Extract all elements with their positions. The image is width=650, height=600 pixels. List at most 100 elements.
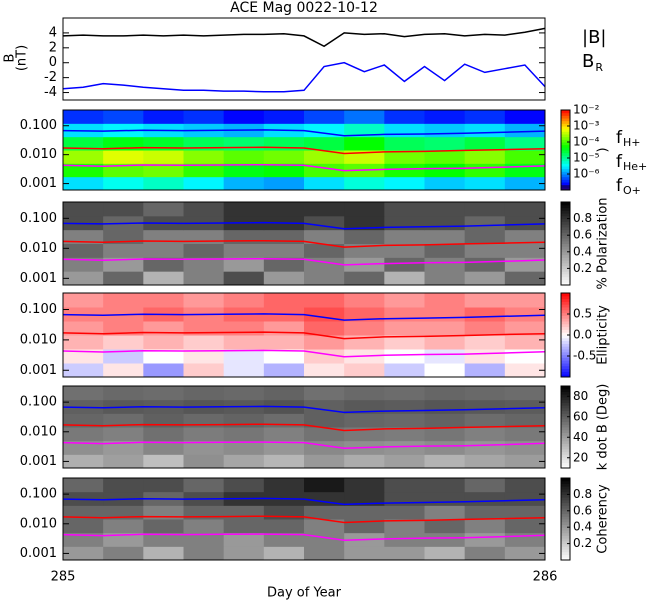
heatmap-cell [304, 519, 345, 534]
colorbar-segment [561, 226, 570, 231]
legend-label: f [616, 128, 623, 148]
heatmap-cell [344, 546, 385, 561]
heatmap-cell [424, 519, 466, 534]
heatmap-cell [384, 293, 425, 308]
y-tick-label: 0.001 [20, 363, 57, 378]
colorbar-segment [561, 454, 570, 458]
colorbar-segment [561, 410, 570, 414]
heatmap-cell [263, 478, 305, 493]
heatmap-cell [464, 123, 506, 138]
heatmap-cell [304, 399, 345, 414]
colorbar-segment [561, 323, 570, 328]
heatmap-cell [304, 293, 345, 308]
heatmap-cell [344, 386, 385, 401]
colorbar-segment [561, 179, 570, 183]
colorbar-segment [561, 443, 570, 447]
heatmap-cell [223, 335, 265, 350]
heatmap-cell [223, 505, 265, 520]
colorbar-segment [561, 307, 570, 311]
heatmap-cell [464, 519, 506, 534]
colorbar-segment [561, 508, 570, 512]
colorbar-segment [561, 312, 570, 316]
heatmap-cell [103, 427, 144, 442]
colorbar-segment [561, 494, 570, 498]
heatmap-cell [504, 427, 546, 442]
heatmap-cell [63, 386, 104, 401]
heatmap-cell [504, 243, 546, 258]
heatmap-cell [263, 454, 305, 469]
heatmap-cell [424, 243, 466, 258]
colorbar-segment [561, 128, 570, 132]
colorbar-segment [561, 396, 570, 401]
heatmap-cell [424, 363, 466, 378]
panel-frame [62, 292, 546, 378]
y-tick-label: 0.100 [20, 211, 57, 226]
colorbar-segment [561, 279, 570, 283]
heatmap-cell [223, 440, 265, 455]
heatmap-cell [143, 427, 184, 442]
heatmap-cell [384, 505, 425, 520]
colorbar-segment [561, 202, 570, 206]
heatmap-cell [344, 215, 385, 231]
legend-subscript: R [595, 61, 603, 74]
heatmap-cell [424, 386, 466, 401]
colorbar-segment [561, 459, 570, 464]
heatmap-cell [263, 293, 305, 308]
colorbar-segment [561, 371, 570, 375]
heatmap-cell [304, 271, 345, 286]
heatmap-cell [424, 505, 466, 520]
colorbar-segment [561, 505, 570, 509]
colorbar-segment [561, 360, 570, 364]
heatmap-cell [384, 454, 425, 469]
colorbar-segment [561, 126, 570, 130]
colorbar-segment [561, 215, 570, 220]
heatmap-cell [344, 363, 385, 378]
colorbar-segment [561, 337, 570, 342]
colorbar-segment [561, 432, 570, 436]
heatmap-cell [304, 229, 345, 244]
heatmap-cell [183, 349, 225, 364]
colorbar-segment [561, 386, 570, 390]
heatmap-cell [103, 363, 144, 378]
heatmap-cell [263, 546, 305, 561]
heatmap-cell [263, 110, 305, 124]
colorbar-segment [561, 271, 570, 275]
heatmap-cell [223, 271, 265, 286]
colorbar-segment [561, 388, 570, 392]
heatmap-cell [63, 321, 104, 336]
colorbar-label: Coherency [596, 484, 611, 554]
heatmap-cell [464, 478, 506, 493]
heatmap-cell [103, 546, 144, 561]
heatmap-cell [63, 202, 104, 217]
heatmap-cell [63, 229, 104, 244]
heatmap-cell [304, 176, 345, 191]
heatmap-cell [103, 386, 144, 401]
heatmap-cell [424, 215, 466, 231]
y-tick-label: 0.001 [20, 176, 57, 191]
heatmap-cell [304, 215, 345, 231]
heatmap-cell [183, 478, 225, 493]
y-tick-label: 0.100 [20, 487, 57, 502]
heatmap-cell [504, 215, 546, 231]
colorbar-segment [561, 144, 570, 148]
heatmap-cell [183, 176, 225, 191]
heatmap-cell [424, 136, 466, 151]
heatmap-cell [223, 150, 265, 164]
colorbar-segment [561, 399, 570, 403]
heatmap-cell [223, 321, 265, 336]
colorbar-segment [561, 176, 570, 180]
heatmap-cell [464, 427, 506, 442]
colorbar-segment [561, 257, 570, 261]
colorbar-segment [561, 349, 570, 353]
heatmap-cell [384, 413, 425, 428]
legend-subscript: O+ [623, 184, 641, 197]
heatmap-cell [424, 293, 466, 308]
heatmap-cell [143, 386, 184, 401]
heatmap-cell [464, 243, 506, 258]
heatmap-cell [464, 229, 506, 244]
heatmap-cell [304, 136, 345, 151]
colorbar-segment [561, 435, 570, 439]
heatmap-cell [223, 413, 265, 428]
heatmap-cell [504, 229, 546, 244]
